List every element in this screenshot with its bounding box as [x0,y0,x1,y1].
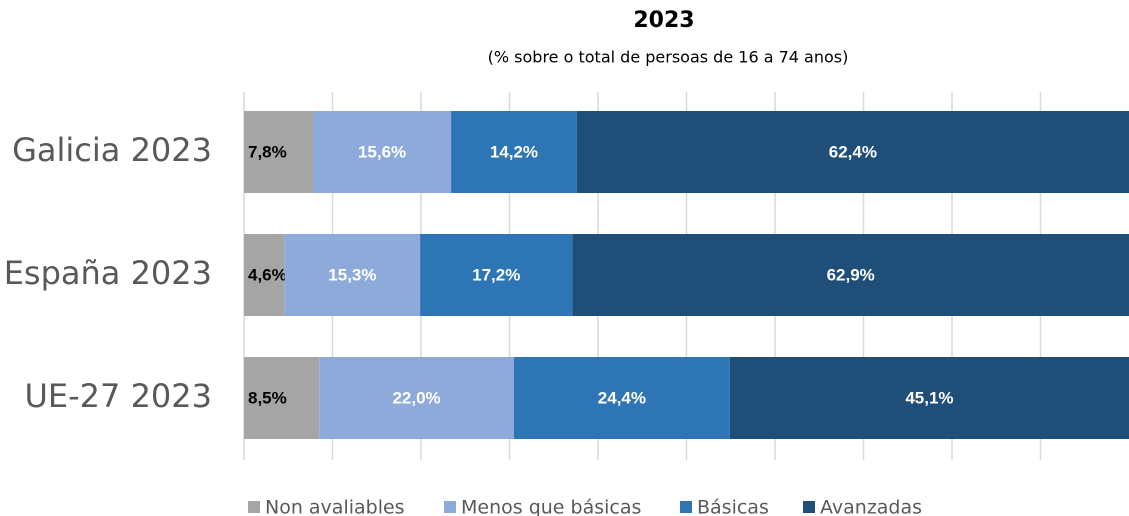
bar-segment [420,234,573,316]
legend-swatch [680,501,692,513]
chart-title: 2023 [633,8,694,33]
legend-swatch [444,501,456,513]
y-tick-label: Galicia 2023 [12,131,212,169]
bar-segment [576,111,1129,193]
bar-segment [451,111,577,193]
data-label: 62,4% [829,142,877,161]
data-label: 15,6% [358,142,406,161]
bar-segment [729,357,1129,439]
data-label: 22,0% [392,388,440,407]
chart-subtitle: (% sobre o total de persoas de 16 a 74 a… [488,48,849,67]
bar-segment [244,111,314,193]
y-tick-label: UE-27 2023 [24,377,212,415]
legend-label: Non avaliables [265,497,405,516]
bar-segment [244,234,285,316]
data-label: 24,4% [598,388,646,407]
legend-label: Avanzadas [820,497,922,516]
legend-swatch [248,501,260,513]
data-label: 8,5% [248,388,287,407]
legend-swatch [803,501,815,513]
bar-segment [244,357,320,439]
data-label: 62,9% [827,265,875,284]
legend-label: Básicas [697,497,769,516]
data-label: 17,2% [472,265,520,284]
bar-segment [513,357,730,439]
data-label: 14,2% [490,142,538,161]
data-label: 15,3% [328,265,376,284]
bar-segment [313,111,452,193]
y-tick-label: España 2023 [4,254,212,292]
data-label: 45,1% [905,388,953,407]
data-label: 7,8% [248,142,287,161]
data-label: 4,6% [248,265,287,284]
legend-label: Menos que básicas [461,497,641,516]
bar-segment [572,234,1129,316]
bar-segment [319,357,514,439]
bar-segment [284,234,421,316]
